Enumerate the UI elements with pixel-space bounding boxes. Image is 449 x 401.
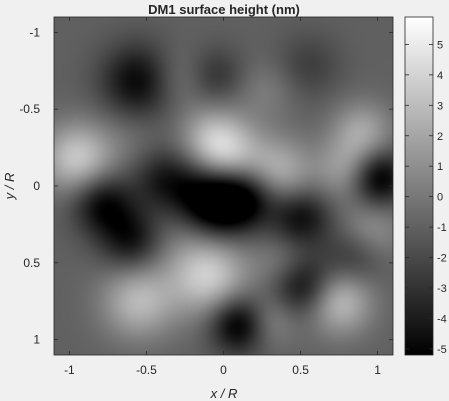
colorbar-tick-label: -4 — [437, 313, 447, 325]
colorbar-tick-label: 3 — [437, 100, 443, 112]
y-axis-ticks: -1 -0.5 0 0.5 1 — [19, 25, 393, 347]
x-tick-label: 0.5 — [292, 363, 309, 377]
plot-area — [53, 16, 394, 356]
colorbar-tick-label: 4 — [437, 70, 443, 82]
x-axis-label: x / R — [210, 386, 238, 401]
colorbar-tick-label: 0 — [437, 192, 443, 204]
colorbar-tick-label: 1 — [437, 161, 443, 173]
x-tick-label: 0 — [220, 363, 227, 377]
y-tick-label: 1 — [33, 333, 40, 347]
y-tick-label: 0.5 — [23, 256, 40, 270]
heatmap-image — [54, 17, 393, 355]
x-tick-label: 1 — [374, 363, 381, 377]
colorbar-tick-label: -2 — [437, 253, 447, 265]
colorbar-ticks: 5 4 3 2 1 0 -1 -2 -3 -4 -5 — [405, 39, 447, 356]
y-tick-label: -1 — [29, 25, 40, 39]
chart-title: DM1 surface height (nm) — [148, 2, 300, 17]
x-tick-label: -1 — [64, 363, 75, 377]
colorbar-gradient — [404, 16, 434, 356]
y-tick-label: 0 — [33, 179, 40, 193]
colorbar-tick-label: 2 — [437, 131, 443, 143]
colorbar-tick-label: -1 — [437, 222, 447, 234]
x-axis-ticks: -1 -0.5 0 0.5 1 — [64, 17, 381, 377]
y-tick-label: -0.5 — [19, 102, 40, 116]
colorbar-tick-label: -3 — [437, 283, 447, 295]
y-axis-label: y / R — [2, 173, 17, 201]
x-tick-label: -0.5 — [136, 363, 157, 377]
colorbar-tick-label: -5 — [437, 344, 447, 356]
colorbar: 5 4 3 2 1 0 -1 -2 -3 -4 -5 — [404, 16, 447, 356]
colorbar-tick-label: 5 — [437, 39, 443, 51]
